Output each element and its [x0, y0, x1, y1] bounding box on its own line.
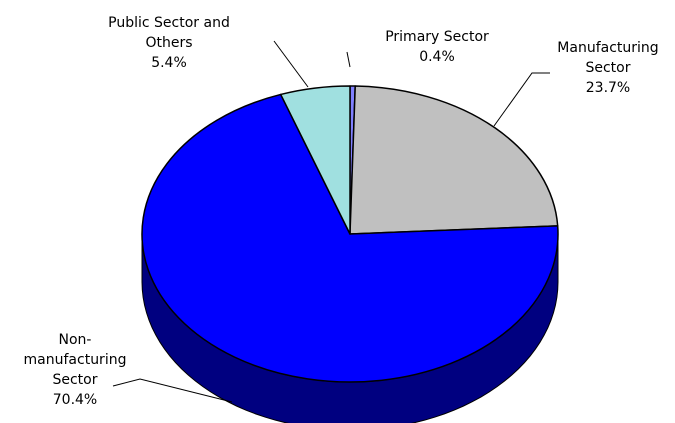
leader-line-manufacturing-sector	[493, 72, 550, 127]
slice-name-primary-sector: Primary Sector	[385, 29, 489, 45]
pie-slice-manufacturing-sector	[349, 85, 559, 235]
slice-name-non-manufacturing-sector: Sector	[52, 372, 97, 388]
slice-percent-manufacturing-sector: 23.7%	[586, 80, 630, 96]
leader-line-primary-sector	[346, 51, 351, 68]
slice-name-public-sector-and-others: Others	[145, 35, 192, 51]
slice-label-non-manufacturing-sector: Non-manufacturing Sector 70.4%	[24, 332, 127, 408]
leader-line-public-sector-and-others	[273, 40, 309, 88]
slice-percent-primary-sector: 0.4%	[419, 49, 455, 65]
pie-top	[141, 85, 559, 383]
slice-label-manufacturing-sector: Manufacturing Sector 23.7%	[557, 40, 658, 96]
slice-name-non-manufacturing-sector: manufacturing	[24, 352, 127, 368]
pie-labels: Primary Sector 0.4% Manufacturing Sector 23.…	[24, 15, 659, 408]
slice-name-non-manufacturing-sector: Non-	[59, 332, 92, 348]
pie-slice-public-sector-and-others	[279, 85, 351, 235]
pie-slice-non-manufacturing-sector	[141, 93, 559, 383]
slice-label-public-sector-and-others: Public Sector and Others 5.4%	[108, 15, 230, 71]
slice-percent-non-manufacturing-sector: 70.4%	[53, 392, 97, 408]
slice-name-public-sector-and-others: Public Sector and	[108, 15, 230, 31]
slice-name-manufacturing-sector: Sector	[585, 60, 630, 76]
slice-percent-public-sector-and-others: 5.4%	[151, 55, 187, 71]
leader-line-non-manufacturing-sector	[112, 378, 233, 403]
slice-label-primary-sector: Primary Sector 0.4%	[385, 29, 489, 65]
slice-name-manufacturing-sector: Manufacturing	[557, 40, 658, 56]
